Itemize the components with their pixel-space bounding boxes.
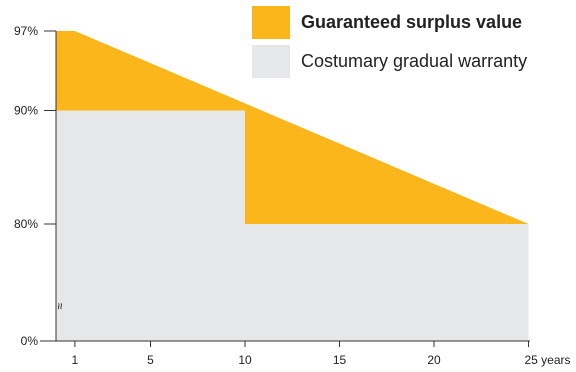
chart-axes xyxy=(40,31,530,342)
legend-label: Costumary gradual warranty xyxy=(301,51,527,71)
legend: Guaranteed surplus value Costumary gradua… xyxy=(252,6,527,78)
x-ticks: 1 5 10 15 20 25 years xyxy=(72,341,571,367)
x-tick-label: 5 xyxy=(147,353,154,367)
chart-areas xyxy=(56,31,529,342)
area-costumary-gradual-warranty xyxy=(56,110,529,342)
y-tick-label: 0% xyxy=(21,334,39,348)
y-tick-label: 80% xyxy=(14,217,38,231)
axis-break-mark: ≈ xyxy=(53,303,67,310)
y-ticks: 0% 80% 90% 97% xyxy=(14,24,56,348)
legend-swatch xyxy=(252,6,290,39)
x-tick-label: 20 xyxy=(427,353,441,367)
y-tick-label: 90% xyxy=(14,103,38,117)
legend-label: Guaranteed surplus value xyxy=(301,12,522,32)
x-tick-label: 10 xyxy=(238,353,252,367)
x-tick-label: 15 xyxy=(333,353,347,367)
legend-swatch xyxy=(252,45,290,78)
x-tick-label: 25 years xyxy=(525,353,571,367)
y-tick-label: 97% xyxy=(14,24,38,38)
x-tick-label: 1 xyxy=(72,353,79,367)
